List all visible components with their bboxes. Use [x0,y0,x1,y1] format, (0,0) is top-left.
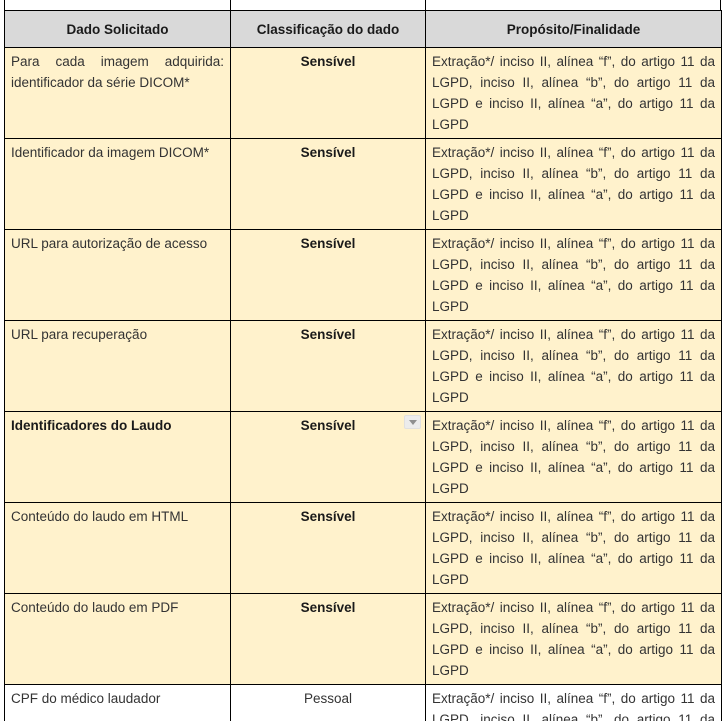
cell-classificacao: Sensível [230,411,426,503]
table-top-cut-borders [4,0,721,10]
dropdown-triangle [408,419,417,425]
classificacao-text: Sensível [300,236,356,251]
proposito-text: Extração*/ inciso II, alínea “f”, do art… [432,418,715,496]
proposito-text: Extração*/ inciso II, alínea “f”, do art… [432,236,715,314]
border-stub [425,0,426,10]
header-proposito-finalidade: Propósito/Finalidade [425,10,722,48]
classificacao-text: Pessoal [303,691,353,706]
cell-proposito: Extração*/ inciso II, alínea “f”, do art… [425,320,722,412]
lgpd-data-table: Dado Solicitado Classificação do dado Pr… [4,10,722,721]
cell-proposito: Extração*/ inciso II, alínea “f”, do art… [425,502,722,594]
table-row: Para cada imagem adquirida: identificado… [4,47,722,139]
dado-solicitado-text: Para cada imagem adquirida: identificado… [11,54,224,90]
dado-solicitado-text: Conteúdo do laudo em PDF [11,600,179,615]
classificacao-text: Sensível [300,418,356,433]
dado-solicitado-text: CPF do médico laudador [11,691,161,706]
cell-dado-solicitado: Identificador da imagem DICOM* [4,138,231,230]
table-row: Identificador da imagem DICOM* Sensível … [4,138,722,230]
cell-proposito: Extração*/ inciso II, alínea “f”, do art… [425,411,722,503]
dado-solicitado-text: URL para autorização de acesso [11,236,208,251]
border-stub [720,0,721,10]
table-row: Conteúdo do laudo em PDF Sensível Extraç… [4,593,722,685]
proposito-text: Extração*/ inciso II, alínea “f”, do art… [432,145,715,223]
cell-proposito: Extração*/ inciso II, alínea “f”, do art… [425,47,722,139]
cell-dado-solicitado: CPF do médico laudador [4,684,231,721]
table-row: CPF do médico laudador Pessoal Extração*… [4,684,722,721]
header-classificacao-do-dado: Classificação do dado [230,10,426,48]
cell-classificacao: Sensível [230,47,426,139]
cell-proposito: Extração*/ inciso II, alínea “f”, do art… [425,593,722,685]
border-stub [230,0,231,10]
proposito-text: Extração*/ inciso II, alínea “f”, do art… [432,509,715,587]
cell-dado-solicitado: Para cada imagem adquirida: identificado… [4,47,231,139]
cell-classificacao: Sensível [230,138,426,230]
chevron-down-icon[interactable] [404,415,421,429]
cell-dado-solicitado: Conteúdo do laudo em PDF [4,593,231,685]
proposito-text: Extração*/ inciso II, alínea “f”, do art… [432,600,715,678]
table-row: Identificadores do Laudo Sensível Extraç… [4,411,722,503]
cell-dado-solicitado: URL para autorização de acesso [4,229,231,321]
proposito-text: Extração*/ inciso II, alínea “f”, do art… [432,327,715,405]
header-row: Dado Solicitado Classificação do dado Pr… [4,10,722,48]
table-row: URL para recuperação Sensível Extração*/… [4,320,722,412]
classificacao-text: Sensível [300,145,356,160]
classificacao-text: Sensível [300,54,356,69]
classificacao-text: Sensível [300,509,356,524]
dado-solicitado-text: Identificador da imagem DICOM* [11,145,210,160]
dado-solicitado-text: Identificadores do Laudo [11,418,172,433]
classificacao-text: Sensível [300,327,356,342]
border-stub [4,0,5,10]
classificacao-text: Sensível [300,600,356,615]
table-row: URL para autorização de acesso Sensível … [4,229,722,321]
cell-proposito: Extração*/ inciso II, alínea “f”, do art… [425,684,722,721]
dado-solicitado-text: Conteúdo do laudo em HTML [11,509,189,524]
cell-dado-solicitado: URL para recuperação [4,320,231,412]
cell-classificacao: Sensível [230,593,426,685]
table-row: Conteúdo do laudo em HTML Sensível Extra… [4,502,722,594]
cell-dado-solicitado: Conteúdo do laudo em HTML [4,502,231,594]
cell-proposito: Extração*/ inciso II, alínea “f”, do art… [425,229,722,321]
table-body: Para cada imagem adquirida: identificado… [4,47,722,721]
table-header: Dado Solicitado Classificação do dado Pr… [4,10,722,48]
proposito-text: Extração*/ inciso II, alínea “f”, do art… [432,691,715,721]
cell-dado-solicitado: Identificadores do Laudo [4,411,231,503]
cell-classificacao: Pessoal [230,684,426,721]
cell-classificacao: Sensível [230,229,426,321]
cell-classificacao: Sensível [230,320,426,412]
header-dado-solicitado: Dado Solicitado [4,10,231,48]
dado-solicitado-text: URL para recuperação [11,327,148,342]
proposito-text: Extração*/ inciso II, alínea “f”, do art… [432,54,715,132]
cell-proposito: Extração*/ inciso II, alínea “f”, do art… [425,138,722,230]
cell-classificacao: Sensível [230,502,426,594]
